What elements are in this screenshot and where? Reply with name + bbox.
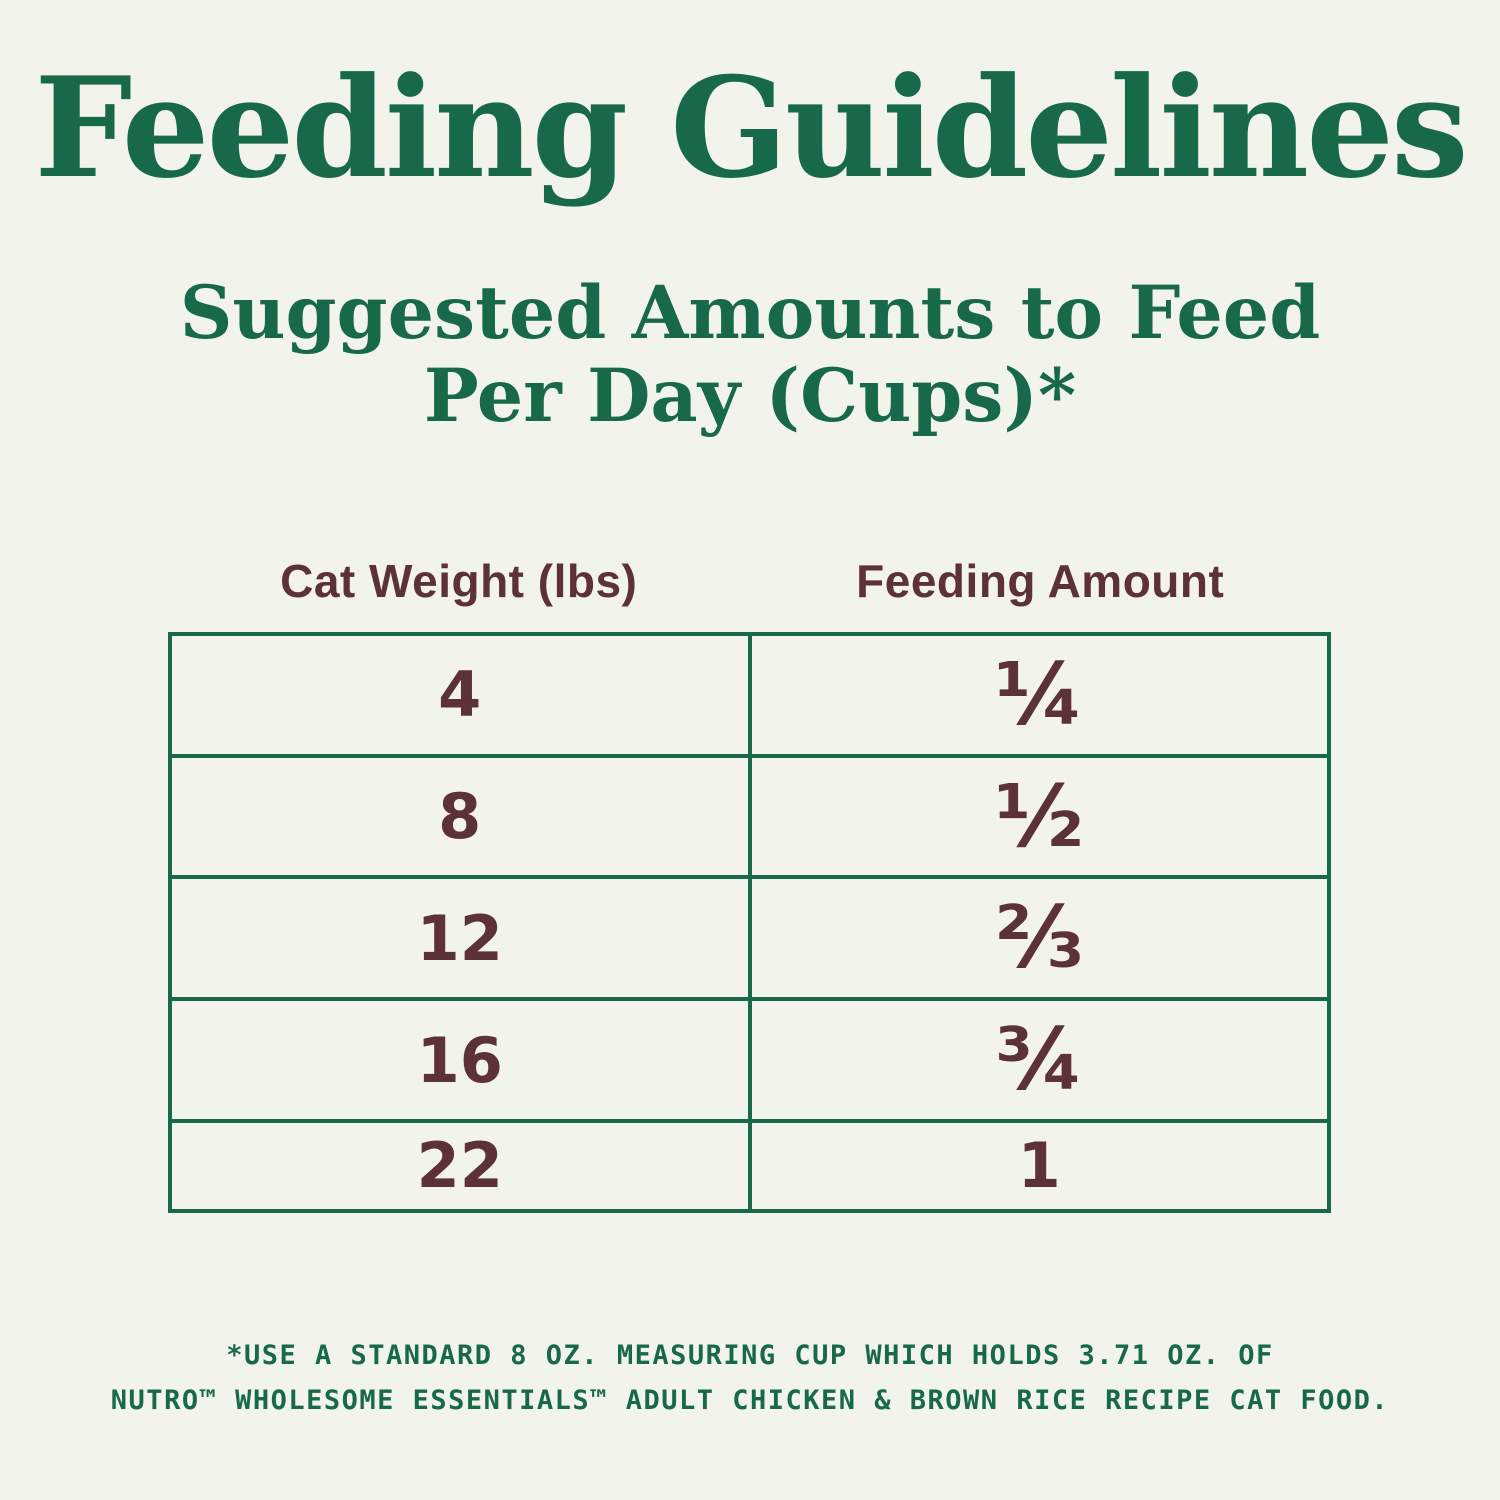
table-row: 16 ¾ [168, 997, 1331, 1123]
footnote: *USE A STANDARD 8 OZ. MEASURING CUP WHIC… [0, 1334, 1500, 1423]
table-row: 22 1 [168, 1118, 1331, 1214]
table-row: 12 ⅔ [168, 875, 1331, 1002]
cat-weight-cell: 8 [168, 753, 752, 880]
feeding-amount-cell: 1 [747, 1118, 1331, 1214]
footnote-line-2: NUTRO™ WHOLESOME ESSENTIALS™ ADULT CHICK… [110, 1384, 1390, 1416]
cat-weight-cell: 16 [168, 997, 752, 1123]
table-row: 8 ½ [168, 753, 1331, 880]
subtitle-line-2: Per Day (Cups)* [423, 353, 1077, 440]
page-subtitle: Suggested Amounts to Feed Per Day (Cups)… [0, 270, 1500, 440]
feeding-amount-cell: ¼ [747, 632, 1331, 758]
feeding-amount-cell: ½ [747, 753, 1331, 880]
feeding-guidelines-table: 4 ¼ 8 ½ 12 ⅔ 16 ¾ 22 1 [168, 632, 1331, 1214]
column-header-cat-weight: Cat Weight (lbs) [280, 555, 638, 607]
page-title: Feeding Guidelines [34, 46, 1468, 209]
table-column-headers: Cat Weight (lbs) Feeding Amount [168, 554, 1331, 608]
cat-weight-cell: 12 [168, 875, 752, 1002]
feeding-amount-cell: ⅔ [747, 875, 1331, 1002]
cat-weight-cell: 22 [168, 1118, 752, 1214]
footnote-line-1: *USE A STANDARD 8 OZ. MEASURING CUP WHIC… [226, 1340, 1274, 1371]
subtitle-line-1: Suggested Amounts to Feed [179, 270, 1321, 356]
table-row: 4 ¼ [168, 632, 1331, 758]
column-header-feeding-amount: Feeding Amount [856, 555, 1225, 607]
feeding-amount-cell: ¾ [747, 997, 1331, 1123]
cat-weight-cell: 4 [168, 632, 752, 758]
